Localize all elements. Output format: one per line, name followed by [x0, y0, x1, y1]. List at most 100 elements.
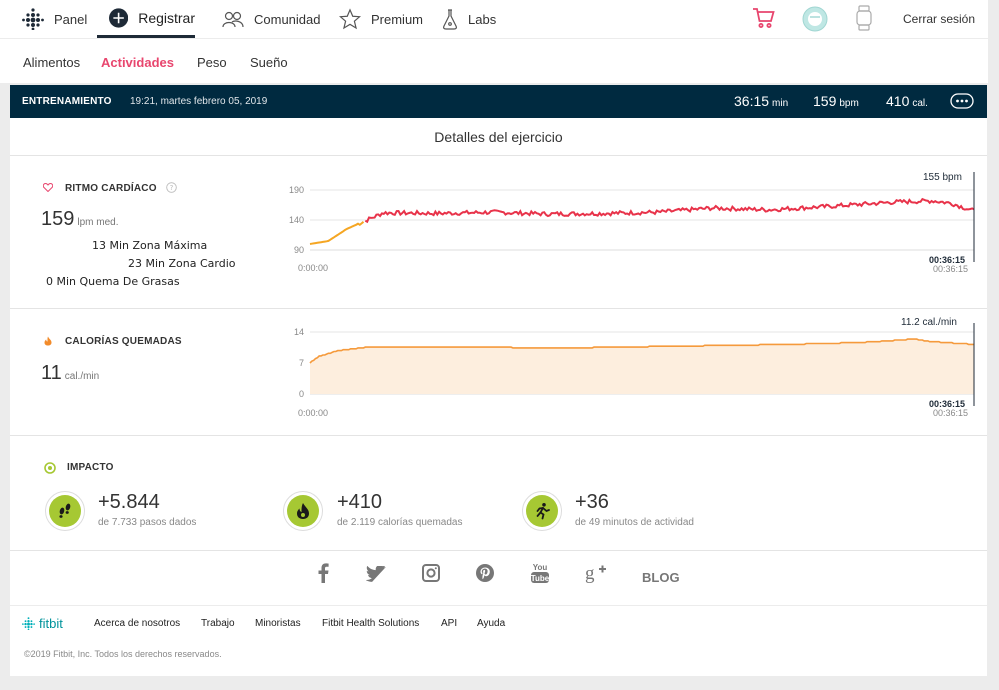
tab-actividades[interactable]: Actividades	[101, 55, 174, 70]
nav-labs-label: Labs	[468, 11, 497, 27]
footer-copyright: ©2019 Fitbit, Inc. Todos los derechos re…	[24, 649, 222, 659]
exercise-bpm: 159 bpm	[813, 93, 859, 109]
bpm-unit: bpm	[839, 98, 859, 109]
community-icon	[222, 11, 244, 28]
bpm-value: 159	[813, 93, 837, 109]
exercise-header-bar: ENTRENAMIENTO 19:21, martes febrero 05, …	[10, 85, 987, 118]
facebook-icon[interactable]	[317, 563, 329, 583]
heart-avg-value: 159	[41, 208, 75, 230]
series-line	[364, 197, 975, 224]
logout-link[interactable]: Cerrar sesión	[903, 12, 976, 26]
cal-value: 410	[886, 93, 910, 109]
footsteps-badge	[45, 491, 85, 531]
footer-link-jobs[interactable]: Trabajo	[201, 618, 235, 629]
nav-registrar[interactable]: Registrar	[97, 0, 195, 38]
flame-badge	[283, 491, 323, 531]
youtube-icon[interactable]: You Tube	[530, 562, 550, 584]
blog-link[interactable]: BLOG	[642, 570, 680, 585]
runner-badge	[522, 491, 562, 531]
y-tick-label: 90	[294, 245, 304, 255]
top-nav: Panel Registrar Comunidad Premium L	[0, 0, 988, 38]
details-title: Detalles del ejercicio	[434, 129, 563, 145]
hr-time-end-bold: 00:36:15	[929, 255, 966, 265]
calories-avg: 11 cal./min	[41, 362, 99, 385]
y-tick-label: 14	[294, 327, 304, 337]
calories-avg-unit: cal./min	[64, 371, 100, 382]
google-plus-icon[interactable]: g	[585, 562, 607, 584]
divider	[10, 308, 987, 309]
sub-nav: Alimentos Actividades Peso Sueño	[0, 39, 988, 83]
pinterest-icon[interactable]	[476, 564, 494, 582]
nav-panel-label: Panel	[54, 11, 88, 27]
cart-icon[interactable]	[752, 6, 776, 30]
zone-maxima: 13 Min Zona Máxima	[92, 239, 208, 252]
plus-circle-icon	[109, 7, 129, 28]
impact-steps-value: +5.844	[98, 491, 160, 513]
instagram-icon[interactable]	[422, 564, 440, 582]
tab-peso[interactable]: Peso	[197, 55, 227, 70]
nav-labs[interactable]: Labs	[442, 0, 496, 38]
twitter-icon[interactable]	[366, 566, 386, 582]
duration-value: 36:15	[734, 93, 770, 109]
svg-text:?: ?	[170, 184, 174, 192]
calories-title: CALORÍAS QUEMADAS	[65, 336, 182, 347]
y-tick-label: 7	[299, 358, 304, 368]
svg-text:Tube: Tube	[531, 574, 550, 583]
cal-time-end: 00:36:15	[933, 408, 969, 418]
calories-avg-value: 11	[41, 362, 62, 384]
impact-calories-value: +410	[337, 491, 383, 513]
info-icon[interactable]: ?	[166, 182, 177, 193]
flame-icon	[44, 336, 52, 346]
nav-registrar-label: Registrar	[138, 9, 195, 26]
fitbit-logo-icon	[22, 617, 35, 630]
divider	[10, 435, 987, 436]
heart-current-label: 155 bpm	[923, 172, 962, 183]
svg-text:g: g	[585, 563, 595, 584]
flask-icon	[443, 9, 457, 30]
exercise-cal: 410 cal.	[886, 93, 928, 109]
tab-alimentos[interactable]: Alimentos	[23, 55, 81, 70]
footer-brand[interactable]: fitbit	[22, 616, 63, 631]
heart-avg: 159 lpm med.	[41, 208, 119, 231]
fitbit-dots-icon	[22, 8, 44, 30]
heart-icon	[43, 183, 53, 192]
hr-time-start: 0:00:00	[298, 263, 329, 273]
y-tick-label: 190	[289, 185, 304, 195]
footer-link-retailers[interactable]: Minoristas	[255, 618, 301, 629]
cal-time-end-bold: 00:36:15	[929, 399, 966, 409]
nav-panel[interactable]: Panel	[22, 0, 87, 38]
footer-link-about[interactable]: Acerca de nosotros	[94, 618, 181, 629]
svg-text:You: You	[533, 563, 548, 572]
exercise-card: ENTRENAMIENTO 19:21, martes febrero 05, …	[10, 85, 987, 605]
footer-brand-label: fitbit	[39, 616, 63, 631]
duration-unit: min	[772, 98, 789, 109]
impact-minutes-value: +36	[575, 491, 609, 513]
impact-title: IMPACTO	[67, 462, 114, 473]
footer-link-health-solutions[interactable]: Fitbit Health Solutions	[322, 618, 420, 629]
heart-rate-chart: 90 140 190	[289, 172, 975, 262]
impact-calories-sub: de 2.119 calorías quemadas	[337, 517, 463, 528]
impact-steps-sub: de 7.733 pasos dados	[98, 517, 197, 528]
cal-time-start: 0:00:00	[298, 408, 329, 418]
warmup-line	[309, 221, 365, 245]
calories-current-label: 11.2 cal./min	[901, 317, 957, 328]
hr-time-end: 00:36:15	[933, 264, 969, 274]
footer-link-api[interactable]: API	[441, 618, 458, 629]
series-line	[309, 338, 974, 364]
tab-sueno[interactable]: Sueño	[250, 55, 288, 70]
watch-icon[interactable]	[856, 5, 872, 31]
footer-link-help[interactable]: Ayuda	[477, 618, 506, 629]
footsteps-icon	[59, 503, 71, 518]
calorie-area	[310, 339, 974, 394]
divider	[10, 550, 987, 551]
nav-comunidad-label: Comunidad	[254, 11, 321, 27]
cal-unit: cal.	[912, 98, 928, 109]
more-options-icon[interactable]	[950, 93, 974, 109]
y-tick-label: 140	[289, 215, 304, 225]
nav-comunidad[interactable]: Comunidad	[222, 0, 321, 38]
exercise-datetime: 19:21, martes febrero 05, 2019	[130, 96, 268, 107]
nav-premium[interactable]: Premium	[339, 0, 423, 38]
runner-icon	[536, 503, 550, 520]
avatar-icon[interactable]	[802, 6, 828, 32]
nav-premium-label: Premium	[371, 11, 424, 27]
